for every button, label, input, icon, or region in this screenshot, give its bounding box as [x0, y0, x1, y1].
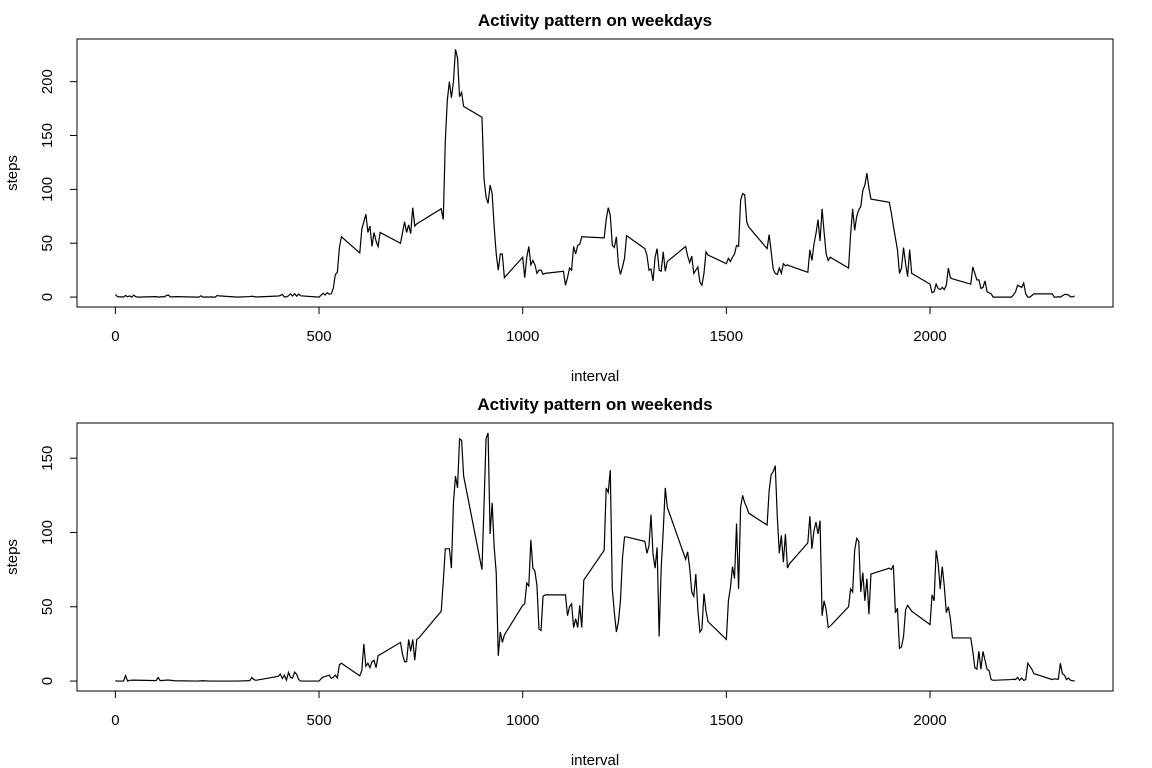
y-tick-label: 150	[39, 446, 56, 471]
x-tick-label: 1500	[710, 712, 743, 729]
chart-title: Activity pattern on weekdays	[478, 11, 712, 30]
x-tick-label: 2000	[913, 328, 946, 345]
x-tick-label: 0	[111, 328, 119, 345]
plot-box	[76, 38, 1114, 308]
x-tick-label: 500	[307, 712, 332, 729]
y-axis-label: steps	[4, 155, 21, 191]
x-tick-label: 1500	[710, 328, 743, 345]
y-tick-label: 100	[39, 177, 56, 202]
y-tick-label: 100	[39, 520, 56, 545]
data-line	[114, 49, 1075, 298]
x-tick-label: 0	[111, 712, 119, 729]
y-tick-label: 50	[39, 235, 56, 252]
chart-title: Activity pattern on weekends	[477, 395, 712, 414]
x-axis-label: interval	[571, 368, 619, 385]
x-tick-label: 500	[307, 328, 332, 345]
y-tick-label: 0	[39, 677, 56, 685]
x-tick-label: 1000	[506, 328, 539, 345]
x-tick-label: 1000	[506, 712, 539, 729]
y-tick-label: 150	[39, 123, 56, 148]
y-axis-label: steps	[4, 539, 21, 575]
x-axis-label: interval	[571, 752, 619, 768]
data-line	[115, 432, 1075, 683]
y-tick-label: 0	[39, 293, 56, 301]
y-tick-label: 50	[39, 598, 56, 615]
plot-box	[76, 422, 1114, 692]
y-tick-label: 200	[39, 69, 56, 94]
x-tick-label: 2000	[913, 712, 946, 729]
